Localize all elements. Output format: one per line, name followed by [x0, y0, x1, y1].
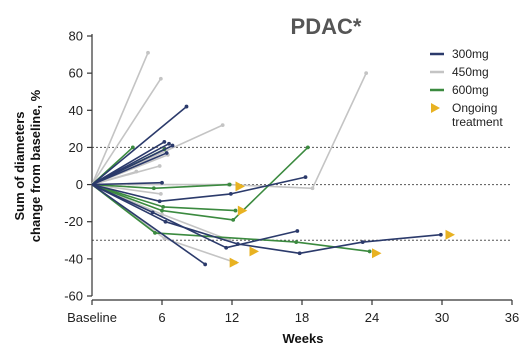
data-point-300mg: [228, 191, 233, 196]
x-tick-label: 36: [505, 310, 519, 325]
series-line-300mg: [91, 141, 165, 186]
data-point-600mg: [367, 249, 372, 254]
series-line-300mg: [91, 183, 298, 249]
x-tick-label: 24: [365, 310, 379, 325]
data-point-300mg: [160, 180, 164, 185]
y-axis-title-line: Sum of diameters: [12, 111, 27, 220]
y-tick-label: -60: [64, 289, 83, 304]
legend-label-450mg: 450mg: [452, 65, 489, 79]
y-tick-label: -40: [64, 251, 83, 266]
y-tick-label: 80: [69, 29, 83, 44]
data-point-300mg: [150, 210, 155, 215]
data-point-600mg: [305, 145, 310, 150]
data-point-300mg: [235, 242, 240, 246]
y-axis-title-line: change from baseline, %: [28, 89, 43, 242]
x-axis-title: Weeks: [283, 331, 324, 346]
series-line-300mg: [91, 181, 163, 186]
series-line-450mg: [91, 183, 161, 195]
data-point-300mg: [162, 139, 167, 144]
series-line-300mg: [91, 183, 441, 255]
data-point-300mg: [170, 143, 175, 148]
y-tick-label: 0: [76, 177, 83, 192]
y-tick-label: 40: [69, 103, 83, 118]
axes: 80 60 40 20 0 -20 -40 -60 Baseline 6 12 18 24 30 36: [64, 29, 519, 326]
legend-label-ongoing-treatment: Ongoing: [452, 101, 497, 115]
legend-swatch-ongoing-treatment: [431, 103, 440, 113]
x-tick-label: 6: [158, 310, 165, 325]
data-point-450mg: [364, 71, 369, 76]
data-point-450mg: [160, 212, 164, 217]
data-point-300mg: [360, 240, 365, 245]
ongoing-treatment-marker: [445, 229, 455, 240]
y-tick-label: -20: [64, 214, 83, 229]
data-point-300mg: [297, 251, 302, 256]
data-point-300mg: [167, 141, 171, 146]
y-tick-label: 20: [69, 140, 83, 155]
data-point-300mg: [157, 199, 162, 204]
data-point-300mg: [163, 219, 168, 224]
data-point-300mg: [184, 104, 189, 109]
series-line-300mg: [91, 152, 168, 186]
legend-label-300mg: 300mg: [452, 47, 489, 61]
data-point-600mg: [153, 230, 157, 235]
y-axis-title: Sum of diameters change from baseline, %: [12, 89, 43, 242]
data-point-600mg: [161, 204, 166, 209]
ongoing-treatment-marker: [372, 248, 382, 259]
data-point-600mg: [151, 186, 156, 191]
data-point-600mg: [233, 208, 238, 213]
ongoing-treatment-marker: [249, 246, 259, 257]
data-point-300mg: [303, 175, 308, 180]
series-line-300mg: [91, 105, 188, 186]
data-point-450mg: [220, 123, 225, 128]
y-tick-label: 60: [69, 66, 83, 81]
x-tick-label: 18: [295, 310, 309, 325]
data-point-600mg: [231, 217, 236, 222]
legend-label-ongoing-treatment: treatment: [452, 115, 503, 129]
x-tick-label: Baseline: [67, 310, 117, 325]
series-line-300mg: [91, 176, 306, 203]
x-tick-label: 30: [435, 310, 449, 325]
data-point-300mg: [203, 262, 208, 267]
series-line-450mg: [91, 170, 137, 186]
data-point-300mg: [295, 229, 300, 233]
series-lines: [91, 50, 443, 267]
ongoing-treatment-markers: [229, 181, 455, 268]
data-point-600mg: [160, 208, 164, 213]
data-point-450mg: [158, 191, 163, 196]
data-point-450mg: [134, 169, 139, 174]
data-point-450mg: [146, 50, 150, 55]
data-point-300mg: [438, 232, 443, 237]
legend-label-600mg: 600mg: [452, 83, 489, 97]
ongoing-treatment-marker: [237, 205, 248, 216]
data-point-450mg: [158, 76, 163, 81]
data-point-450mg: [310, 186, 315, 191]
ongoing-treatment-marker: [235, 181, 245, 192]
data-point-300mg: [224, 245, 229, 250]
data-point-600mg: [294, 240, 299, 245]
data-point-450mg: [162, 236, 167, 241]
ongoing-treatment-marker: [229, 257, 240, 268]
series-line-450mg: [91, 52, 149, 185]
series-line-450mg: [91, 78, 162, 186]
series-line-300mg: [91, 183, 206, 266]
series-line-600mg: [91, 146, 309, 221]
series-line-450mg: [92, 72, 367, 190]
chart-title: PDAC*: [291, 14, 362, 39]
x-tick-label: 12: [225, 310, 239, 325]
data-point-300mg: [164, 151, 169, 155]
data-point-600mg: [130, 145, 135, 150]
data-point-600mg: [227, 182, 232, 187]
data-point-450mg: [157, 164, 162, 168]
